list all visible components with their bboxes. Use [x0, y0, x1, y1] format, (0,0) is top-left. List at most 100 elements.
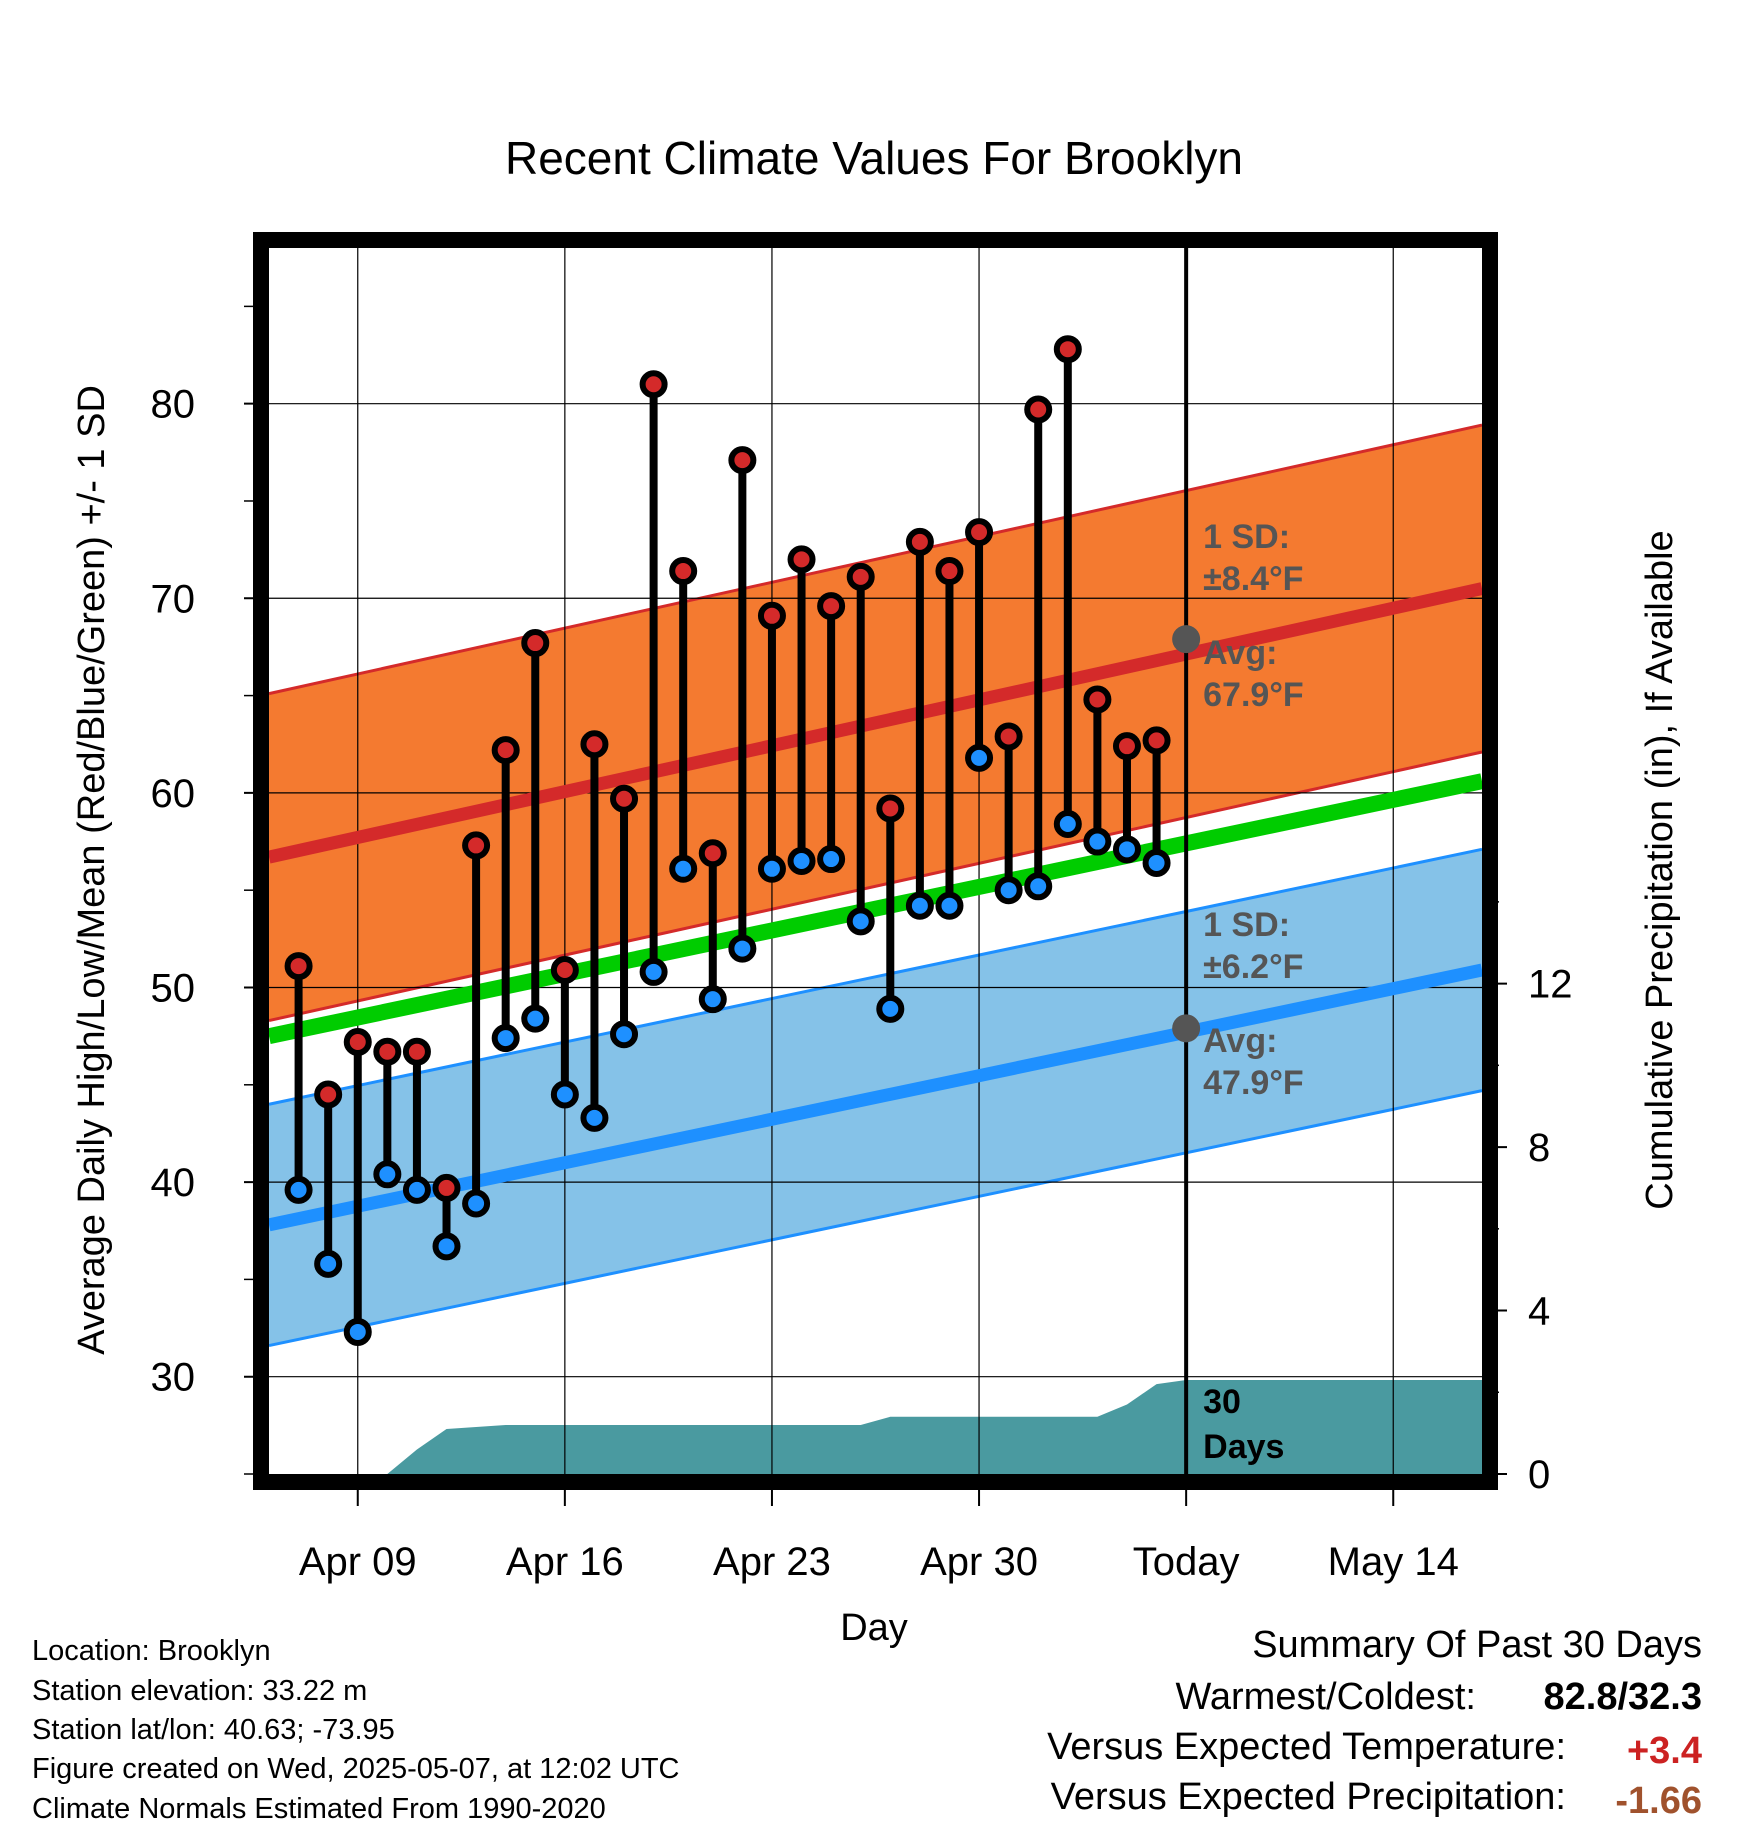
- daily-low-point: [1053, 810, 1082, 839]
- low-avg-label: Avg:: [1203, 1022, 1277, 1060]
- x-tick-label: Apr 30: [920, 1540, 1038, 1584]
- daily-low-point: [698, 985, 727, 1014]
- daily-low-point: [462, 1189, 491, 1218]
- daily-low-point: [1024, 872, 1053, 901]
- x-tick-label: Today: [1133, 1540, 1240, 1584]
- daily-high-point: [905, 527, 934, 556]
- y-tick-label: 80: [151, 383, 196, 427]
- daily-high-point: [787, 545, 816, 574]
- daily-high-point: [935, 557, 964, 586]
- daily-low-point: [965, 743, 994, 772]
- x-axis-label: Day: [840, 1607, 908, 1649]
- plot-frame: [253, 232, 1498, 1490]
- high-avg-label: Avg:: [1203, 634, 1277, 672]
- daily-high-point: [432, 1173, 461, 1202]
- summary-precip-value: -1.66: [1615, 1780, 1702, 1822]
- summary-precip-label: Versus Expected Precipitation:: [1050, 1776, 1566, 1818]
- low-sd-lower-line: [268, 1089, 1483, 1348]
- daily-high-point: [580, 730, 609, 759]
- daily-low-point: [757, 854, 786, 883]
- daily-low-point: [550, 1080, 579, 1109]
- info-elevation: Station elevation: 33.22 m: [32, 1675, 368, 1707]
- daily-high-point: [639, 370, 668, 399]
- high-avg-value: 67.9°F: [1203, 676, 1304, 714]
- x-tick-label: May 14: [1328, 1540, 1459, 1584]
- daily-high-point: [462, 831, 491, 860]
- daily-high-point: [669, 557, 698, 586]
- info-created: Figure created on Wed, 2025-05-07, at 12…: [32, 1753, 680, 1785]
- x-tick-label: Apr 23: [713, 1540, 831, 1584]
- daily-high-point: [491, 736, 520, 765]
- daily-low-point: [491, 1024, 520, 1053]
- daily-low-point: [728, 934, 757, 963]
- low-sd-value: ±6.2°F: [1203, 948, 1303, 986]
- days-label: Days: [1203, 1428, 1284, 1466]
- daily-low-point: [905, 891, 934, 920]
- daily-high-point: [373, 1037, 402, 1066]
- daily-high-point: [965, 518, 994, 547]
- daily-high-point: [314, 1080, 343, 1109]
- high-sd-label: 1 SD:: [1203, 518, 1290, 556]
- today-low-avg-marker: [1172, 1014, 1201, 1043]
- y2-tick-label: 12: [1528, 963, 1573, 1007]
- y-tick-label: 70: [151, 577, 196, 621]
- chart-title: Recent Climate Values For Brooklyn: [505, 132, 1243, 184]
- daily-high-point: [876, 794, 905, 823]
- daily-low-point: [432, 1232, 461, 1261]
- daily-low-point: [284, 1175, 313, 1204]
- normal-low-line: [267, 963, 1484, 1232]
- daily-high-point: [846, 562, 875, 591]
- daily-low-point: [1112, 835, 1141, 864]
- daily-low-point: [610, 1020, 639, 1049]
- daily-low-point: [639, 957, 668, 986]
- daily-high-point: [817, 592, 846, 621]
- high-sd-value: ±8.4°F: [1203, 560, 1303, 598]
- low-avg-value: 47.9°F: [1203, 1064, 1304, 1102]
- y-tick-label: 50: [151, 966, 196, 1010]
- daily-low-point: [402, 1175, 431, 1204]
- normal-mean-line: [267, 773, 1484, 1044]
- daily-high-point: [284, 952, 313, 981]
- y2-axis-label: Cumulative Precipitation (in), If Availa…: [1639, 530, 1681, 1209]
- daily-high-point: [610, 784, 639, 813]
- summary-warmest-label: Warmest/Coldest:: [1175, 1676, 1476, 1718]
- daily-high-point: [343, 1027, 372, 1056]
- low-sd-upper-line: [268, 847, 1483, 1106]
- daily-low-point: [580, 1103, 609, 1132]
- daily-low-point: [787, 847, 816, 875]
- daily-low-point: [935, 891, 964, 920]
- y2-tick-label: 4: [1528, 1290, 1550, 1334]
- summary-temp-label: Versus Expected Temperature:: [1047, 1726, 1566, 1768]
- info-normals: Climate Normals Estimated From 1990-2020: [32, 1793, 606, 1825]
- info-latlon: Station lat/lon: 40.63; -73.95: [32, 1714, 395, 1746]
- daily-high-point: [550, 955, 579, 984]
- daily-low-point: [994, 876, 1023, 905]
- y-tick-label: 30: [151, 1356, 196, 1400]
- high-sd-upper-line: [268, 423, 1483, 696]
- daily-high-point: [402, 1037, 431, 1066]
- high-sd-lower-line: [268, 750, 1483, 1023]
- today-high-avg-marker: [1172, 625, 1201, 654]
- daily-high-point: [698, 839, 727, 868]
- days-count-label: 30: [1203, 1383, 1241, 1421]
- daily-low-point: [314, 1249, 343, 1278]
- info-location: Location: Brooklyn: [32, 1635, 271, 1667]
- daily-low-point: [373, 1160, 402, 1189]
- x-tick-label: Apr 16: [506, 1540, 624, 1584]
- y-axis-label: Average Daily High/Low/Mean (Red/Blue/Gr…: [71, 385, 113, 1355]
- daily-high-point: [521, 629, 550, 658]
- daily-low-point: [343, 1317, 372, 1346]
- daily-high-point: [994, 722, 1023, 751]
- daily-low-point: [1083, 827, 1112, 856]
- daily-high-point: [1053, 335, 1082, 364]
- daily-low-point: [1142, 848, 1171, 877]
- precip-area: [269, 1380, 1482, 1474]
- daily-high-point: [1142, 726, 1171, 755]
- summary-title: Summary Of Past 30 Days: [1252, 1624, 1702, 1666]
- y2-tick-label: 0: [1528, 1453, 1550, 1497]
- y-tick-label: 60: [151, 772, 196, 816]
- daily-low-point: [521, 1004, 550, 1033]
- daily-high-point: [1083, 685, 1112, 714]
- summary-temp-value: +3.4: [1626, 1730, 1702, 1772]
